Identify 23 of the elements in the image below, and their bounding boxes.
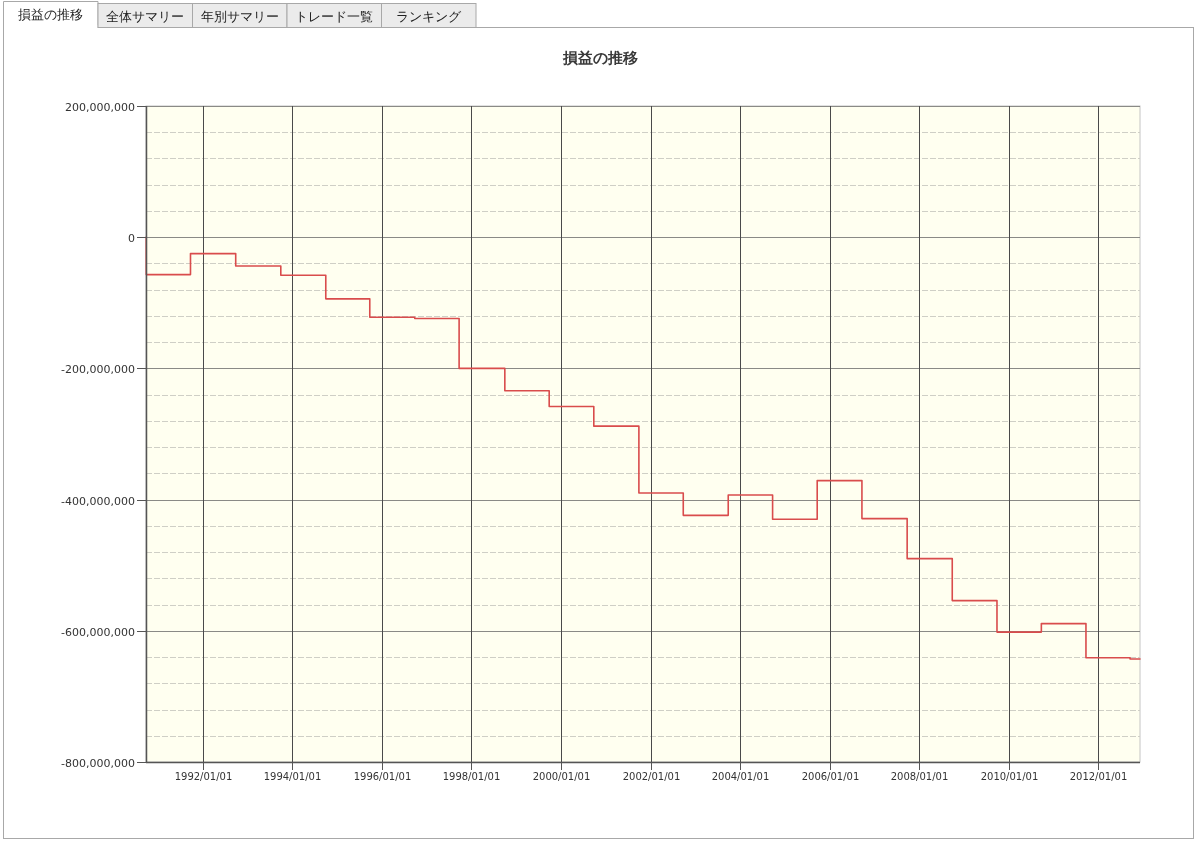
tab: 全体サマリー xyxy=(97,3,193,28)
tab: ランキング xyxy=(381,3,477,28)
x-tick-label: 2008/01/01 xyxy=(890,771,949,782)
x-tick-label: 1994/01/01 xyxy=(263,771,322,782)
tab: トレード一覧 xyxy=(286,3,382,28)
x-tick-label: 2000/01/01 xyxy=(532,771,591,782)
tab: 年別サマリー xyxy=(192,3,288,28)
x-tick-label: 2002/01/01 xyxy=(622,771,681,782)
y-tick-label: -400,000,000 xyxy=(61,494,135,508)
y-tick-label: -600,000,000 xyxy=(61,625,135,639)
x-tick-label: 2012/01/01 xyxy=(1069,771,1128,782)
x-tick-label: 2006/01/01 xyxy=(801,771,860,782)
chart-title: 損益の推移 xyxy=(561,49,638,67)
y-tick-label: 0 xyxy=(128,231,135,245)
x-tick-label: 1992/01/01 xyxy=(174,771,233,782)
x-tick-label: 2010/01/01 xyxy=(980,771,1039,782)
x-tick-label: 1998/01/01 xyxy=(442,771,501,782)
tab-active: 損益の推移 xyxy=(3,1,99,29)
y-tick-label: -800,000,000 xyxy=(61,756,135,770)
x-tick-label: 2004/01/01 xyxy=(711,771,770,782)
x-tick-label: 1996/01/01 xyxy=(353,771,412,782)
y-tick-label: -200,000,000 xyxy=(61,362,135,376)
y-tick-label: 200,000,000 xyxy=(65,100,135,114)
